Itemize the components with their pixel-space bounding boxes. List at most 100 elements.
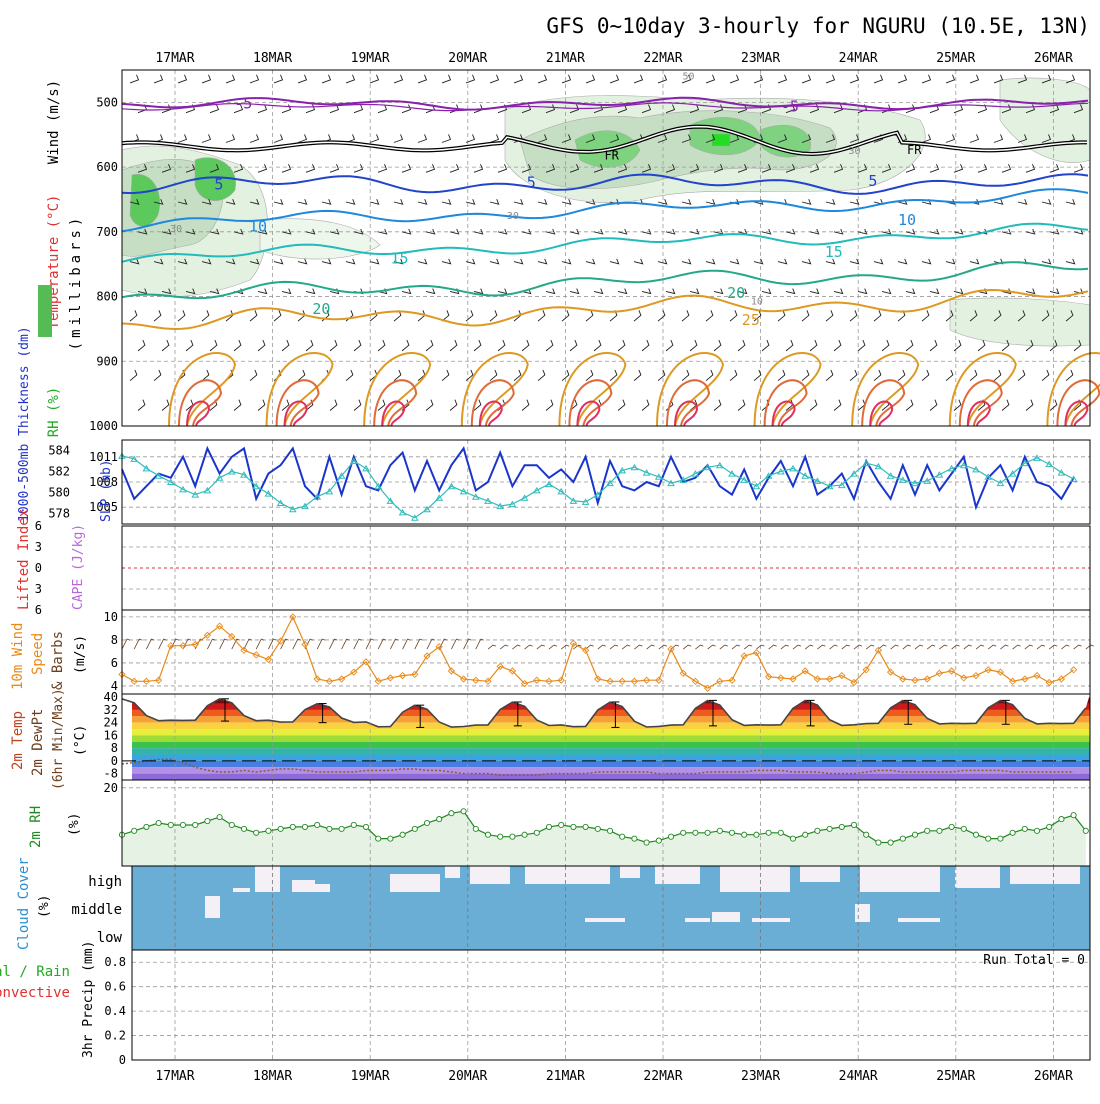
wind-barb — [465, 74, 476, 84]
wind-barb — [665, 164, 676, 173]
rh-marker — [619, 833, 626, 840]
thickness-marker — [1069, 475, 1078, 482]
wind-barb — [545, 104, 556, 114]
rh-area — [122, 811, 1086, 866]
wind-barb — [785, 288, 796, 295]
upper-air-tick-label: 700 — [96, 225, 118, 239]
thickness-marker — [349, 457, 358, 464]
wind-barb — [857, 164, 868, 173]
wind-barb — [1025, 228, 1036, 235]
wind-speed-marker — [801, 667, 809, 675]
wind-barb — [993, 199, 1004, 205]
wind-barb — [305, 288, 316, 295]
wind-speed-marker — [325, 677, 334, 685]
lower-temp-contour — [265, 352, 334, 427]
rh-marker — [545, 823, 553, 830]
upper-air-ylabel-mb: (millibars) — [68, 214, 84, 351]
rh-marker — [887, 839, 894, 846]
wind-speed-marker — [838, 671, 846, 680]
thickness-marker — [252, 482, 261, 490]
cloud-gap — [712, 912, 740, 922]
temperature-mask — [122, 694, 1090, 728]
wind-barb — [641, 228, 652, 235]
wind-barb — [825, 134, 836, 143]
wind-barb — [417, 74, 428, 84]
precip-ylabel: 3hr Precip (mm) — [81, 941, 96, 1058]
thickness-marker — [825, 482, 834, 490]
wind-barb — [297, 74, 308, 84]
wind-barb — [257, 228, 268, 235]
wind-barb — [993, 74, 1004, 84]
lower-temp-contour — [666, 379, 711, 427]
thickness-tick-label: 582 — [48, 465, 70, 479]
wind-barb — [369, 310, 378, 322]
wind-barb — [729, 258, 740, 265]
wind-barb — [953, 399, 962, 411]
temperature-color-band — [132, 767, 1090, 774]
rh-marker — [972, 831, 980, 838]
lower-temp-contour — [568, 379, 613, 427]
wind-barb — [921, 258, 932, 265]
wind-barb-10m — [634, 644, 643, 650]
rh-marker — [533, 829, 540, 836]
wind-barb — [705, 134, 716, 143]
wind-barb — [657, 74, 668, 84]
temperature-contour — [121, 222, 1089, 263]
thickness-marker — [813, 477, 822, 484]
wind-barb — [185, 339, 194, 352]
date-label-bottom: 17MAR — [155, 1069, 194, 1084]
wind-barb — [537, 199, 548, 205]
thickness-marker — [703, 463, 712, 471]
wind-barb — [569, 104, 580, 114]
precip-tick-label: 0.4 — [104, 1004, 126, 1018]
wind-barb — [401, 104, 412, 114]
temperature-contour-label: 10 — [249, 217, 267, 235]
wind-barb — [249, 134, 260, 143]
cloud-gap — [685, 918, 710, 922]
wind-ylabel-barbs: & Barbs — [50, 631, 66, 690]
lower-temp-contour — [763, 379, 808, 427]
wind-barb — [929, 228, 940, 235]
wind-speed-marker — [630, 677, 639, 685]
thickness-marker — [569, 497, 578, 504]
wind-barb — [641, 339, 650, 352]
thickness-marker — [166, 478, 175, 485]
wind-barb — [1073, 288, 1084, 295]
rh-marker — [375, 835, 382, 842]
wind-barb — [1073, 104, 1084, 114]
thickness-line — [121, 455, 1074, 519]
temperature-color-band — [132, 722, 1090, 730]
wind-barb — [809, 228, 820, 235]
slp-tick-label: 1008 — [89, 475, 118, 489]
wind-speed-marker — [899, 675, 907, 683]
wind-barb — [441, 310, 450, 322]
wind-barb — [513, 258, 524, 265]
wind-barb — [377, 399, 386, 411]
wind-barb — [441, 199, 452, 205]
lifted-index-tick-label: 6 — [35, 603, 42, 617]
wind-barb — [137, 399, 146, 411]
wind-barb-10m — [353, 638, 362, 650]
thickness-marker — [1045, 460, 1054, 468]
wind-barb — [953, 228, 964, 235]
wind-barb — [641, 104, 652, 114]
rh-marker — [765, 829, 772, 836]
wind-speed-marker — [679, 669, 687, 677]
wind-barb — [705, 258, 716, 265]
lower-temp-contour — [478, 400, 503, 427]
wind-barb — [369, 258, 380, 265]
wind-speed-marker — [606, 677, 614, 685]
wind-barb — [969, 310, 978, 322]
wind-barb — [633, 310, 642, 322]
wind-barb — [993, 310, 1002, 322]
wind-barb — [993, 134, 1004, 143]
wind-barb — [761, 164, 772, 173]
wind-barb — [137, 164, 148, 173]
wind-barb — [305, 339, 314, 352]
temp-tick-label: 32 — [104, 703, 118, 717]
wind-barb — [153, 310, 162, 322]
lower-temp-contour — [186, 400, 211, 427]
lifted-index-tick-label: 0 — [35, 561, 42, 575]
rh-marker — [387, 835, 394, 842]
wind-barb — [257, 164, 268, 173]
